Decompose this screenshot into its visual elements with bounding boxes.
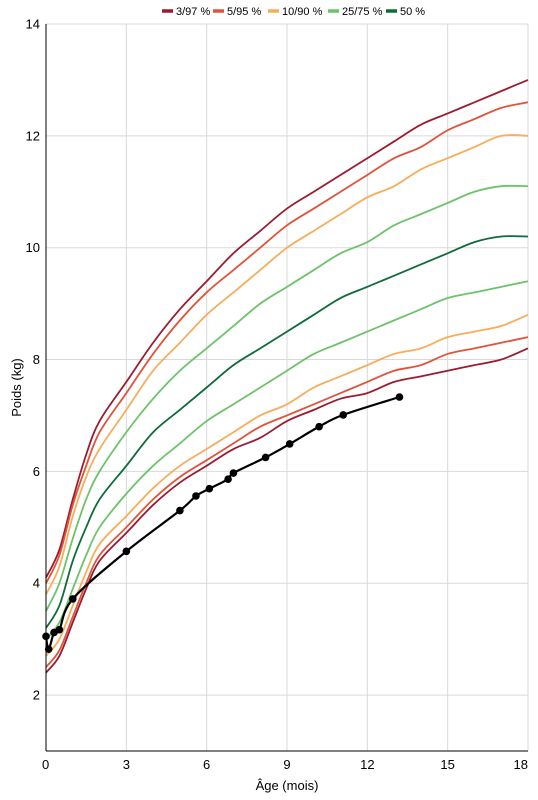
measurement-point[interactable]: [339, 411, 348, 419]
measurement-point[interactable]: [229, 469, 238, 477]
measurement-point[interactable]: [261, 453, 270, 462]
percentile-curve-9: [45, 347, 529, 674]
x-tick-label: 9: [283, 757, 290, 772]
legend-label: 5/95 %: [227, 6, 261, 18]
legend-label: 50 %: [400, 6, 425, 18]
legend-label: 25/75 %: [342, 6, 383, 18]
measurement-point[interactable]: [122, 547, 131, 556]
y-tick-label: 6: [33, 464, 40, 479]
percentile-curve-4: [45, 184, 529, 612]
x-tick-label: 15: [440, 757, 454, 772]
y-axis-title: Poids (kg): [9, 358, 24, 417]
x-tick-label: 12: [360, 757, 374, 772]
measurement-point[interactable]: [315, 422, 323, 431]
y-tick-label: 10: [26, 240, 40, 255]
percentile-curves: [45, 79, 529, 674]
y-tick-label: 14: [26, 17, 40, 32]
measurement-point[interactable]: [68, 595, 77, 603]
measurement-point[interactable]: [224, 475, 232, 484]
y-tick-label: 2: [33, 688, 40, 703]
axes: 0 3 6 9 12 15 18 2 4 6 8 10 12 14: [26, 17, 528, 772]
x-tick-label: 18: [514, 757, 528, 772]
percentile-curve-8: [45, 336, 529, 668]
legend: 3/97 % 5/95 % 10/90 % 25/75 % 50 %: [162, 6, 425, 18]
percentile-curve-1: [45, 79, 529, 579]
measurement-point[interactable]: [192, 492, 200, 500]
x-tick-label: 0: [42, 757, 49, 772]
y-tick-label: 4: [33, 576, 40, 591]
measurement-point[interactable]: [176, 506, 184, 515]
measurement-point[interactable]: [55, 625, 64, 634]
measurement-point[interactable]: [285, 440, 294, 448]
x-tick-label: 6: [203, 757, 210, 772]
x-tick-label: 3: [123, 757, 130, 772]
measurement-point[interactable]: [395, 393, 404, 401]
measurement-point[interactable]: [44, 645, 53, 654]
percentile-curve-2: [45, 101, 529, 584]
measurement-point[interactable]: [205, 484, 214, 493]
y-tick-label: 12: [26, 128, 40, 143]
x-axis-title: Âge (mois): [256, 778, 319, 793]
legend-label: 10/90 %: [282, 6, 323, 18]
percentile-curve-6: [45, 280, 529, 640]
percentile-curve-5: [45, 235, 529, 629]
grid: [45, 23, 529, 751]
legend-label: 3/97 %: [176, 6, 210, 18]
percentile-curve-7: [45, 313, 529, 657]
percentile-curve-3: [45, 134, 529, 595]
measurement-series: [42, 393, 404, 654]
y-tick-label: 8: [33, 352, 40, 367]
